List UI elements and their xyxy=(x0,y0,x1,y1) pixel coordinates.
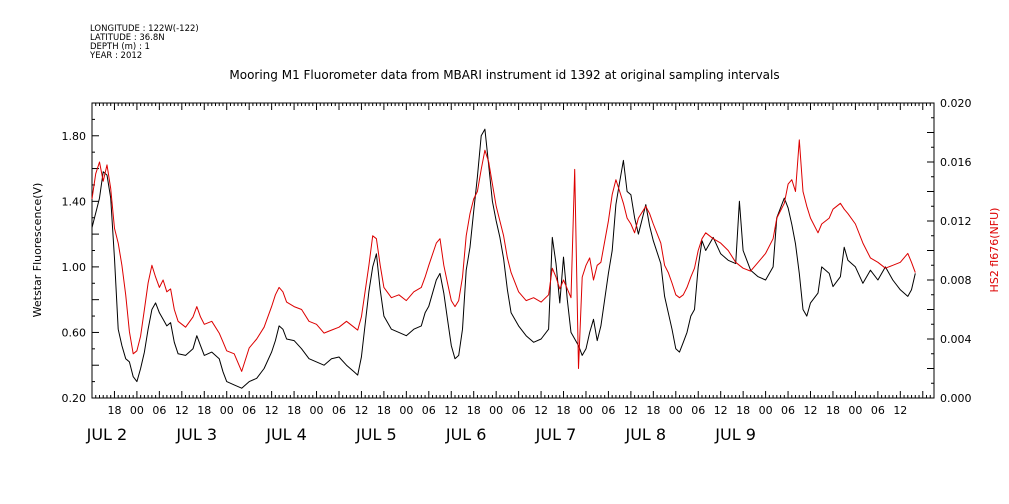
x-day-label: JUL 5 xyxy=(355,425,397,444)
chart-title: Mooring M1 Fluorometer data from MBARI i… xyxy=(229,68,780,82)
x-hour-tick-label: 00 xyxy=(130,404,144,417)
axis-labels: 18 00 06 12 18 00 06 12 18 00 06 12 18 00 06 12 18 00 06 12… xyxy=(62,97,972,444)
y-right-tick-label: 0.012 xyxy=(940,215,972,228)
y-axis-right-label: HS2 fl676(NFU) xyxy=(988,208,1001,293)
x-hour-tick-label: 06 xyxy=(512,404,526,417)
x-hour-tick-label: 12 xyxy=(714,404,728,417)
x-hour-tick-label: 18 xyxy=(107,404,121,417)
x-hour-tick-label: 00 xyxy=(759,404,773,417)
x-hour-tick-label: 06 xyxy=(691,404,705,417)
x-hour-tick-label: 12 xyxy=(354,404,368,417)
y-right-tick-label: 0.020 xyxy=(940,97,972,110)
x-day-label: JUL 2 xyxy=(86,425,128,444)
x-hour-tick-label: 12 xyxy=(804,404,818,417)
y-right-tick-label: 0.008 xyxy=(940,274,972,287)
y-left-tick-label: 1.80 xyxy=(62,130,87,143)
x-hour-tick-label: 00 xyxy=(579,404,593,417)
x-hour-tick-label: 12 xyxy=(534,404,548,417)
x-hour-tick-label: 06 xyxy=(422,404,436,417)
y-left-tick-label: 0.20 xyxy=(62,392,87,405)
x-day-label: JUL 7 xyxy=(535,425,577,444)
x-hour-tick-label: 06 xyxy=(871,404,885,417)
x-hour-tick-label: 00 xyxy=(848,404,862,417)
x-hour-tick-label: 18 xyxy=(736,404,750,417)
x-hour-tick-label: 18 xyxy=(557,404,571,417)
y-left-tick-label: 1.00 xyxy=(62,261,87,274)
series-lines xyxy=(91,128,916,389)
x-hour-tick-label: 00 xyxy=(310,404,324,417)
x-hour-tick-label: 12 xyxy=(265,404,279,417)
x-hour-tick-label: 06 xyxy=(242,404,256,417)
meta-depth: DEPTH (m) : 1 xyxy=(90,42,150,52)
meta-longitude: LONGITUDE : 122W(-122) xyxy=(90,24,199,34)
x-hour-tick-label: 12 xyxy=(893,404,907,417)
axis-ticks xyxy=(91,102,935,399)
x-hour-tick-label: 18 xyxy=(826,404,840,417)
y-axis-left-label: Wetstar Fluorescence(V) xyxy=(31,183,44,318)
x-hour-tick-label: 00 xyxy=(220,404,234,417)
x-day-label: JUL 6 xyxy=(445,425,487,444)
x-hour-tick-label: 18 xyxy=(467,404,481,417)
x-hour-tick-label: 18 xyxy=(646,404,660,417)
x-day-label: JUL 8 xyxy=(624,425,666,444)
x-hour-tick-label: 06 xyxy=(152,404,166,417)
x-hour-tick-label: 12 xyxy=(175,404,189,417)
y-right-tick-label: 0.004 xyxy=(940,333,972,346)
y-left-tick-label: 0.60 xyxy=(62,326,87,339)
y-right-tick-label: 0.016 xyxy=(940,156,972,169)
x-hour-tick-label: 18 xyxy=(197,404,211,417)
y-right-tick-label: 0.000 xyxy=(940,392,972,405)
meta-latitude: LATITUDE : 36.8N xyxy=(90,33,165,43)
x-hour-tick-label: 00 xyxy=(489,404,503,417)
x-hour-tick-label: 06 xyxy=(601,404,615,417)
series-line-wetstar xyxy=(91,128,916,389)
x-day-label: JUL 9 xyxy=(714,425,756,444)
x-hour-tick-label: 18 xyxy=(287,404,301,417)
plot-frame xyxy=(91,102,935,399)
x-hour-tick-label: 06 xyxy=(332,404,346,417)
x-hour-tick-label: 00 xyxy=(399,404,413,417)
meta-year: YEAR : 2012 xyxy=(90,51,143,61)
y-left-tick-label: 1.40 xyxy=(62,195,87,208)
x-day-label: JUL 3 xyxy=(175,425,217,444)
series-line-hs2 xyxy=(91,139,916,372)
x-hour-tick-label: 12 xyxy=(444,404,458,417)
x-hour-tick-label: 12 xyxy=(624,404,638,417)
x-day-label: JUL 4 xyxy=(265,425,307,444)
x-hour-tick-label: 00 xyxy=(669,404,683,417)
x-hour-tick-label: 06 xyxy=(781,404,795,417)
x-hour-tick-label: 18 xyxy=(377,404,391,417)
